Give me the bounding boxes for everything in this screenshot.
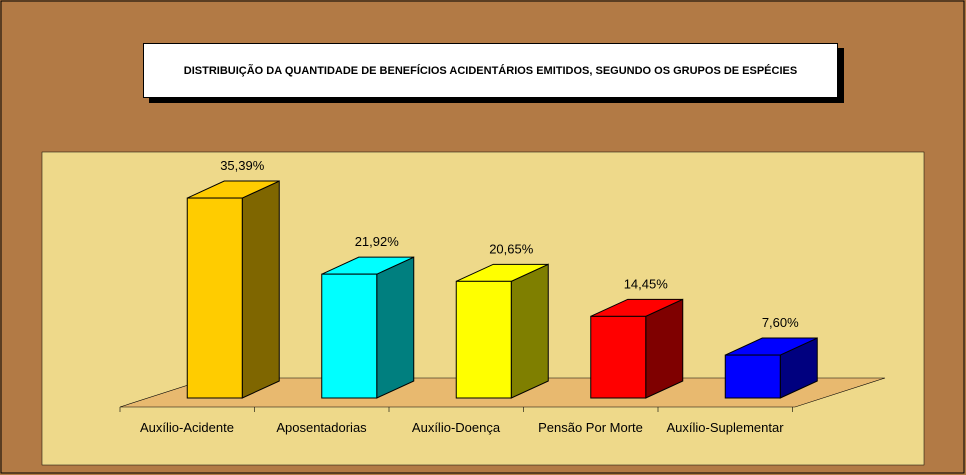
x-tick-label: Aposentadorias: [276, 420, 367, 435]
x-tick-label: Auxílio-Doença: [411, 420, 501, 435]
bar: [590, 315, 647, 399]
bar: [321, 273, 378, 399]
bar: [724, 354, 781, 399]
x-tick-label: Pensão Por Morte: [538, 420, 643, 435]
x-tick-label: Auxílio-Suplementar: [666, 420, 784, 435]
chart-title: DISTRIBUIÇÃO DA QUANTIDADE DE BENEFÍCIOS…: [143, 43, 838, 98]
data-label: 7,60%: [762, 315, 799, 330]
bar: [186, 197, 243, 399]
bar-side: [376, 256, 415, 399]
bar: [455, 280, 512, 399]
data-label: 35,39%: [220, 158, 265, 173]
data-label: 20,65%: [489, 241, 534, 256]
bar-side: [510, 263, 549, 399]
data-label: 21,92%: [355, 234, 400, 249]
data-label: 14,45%: [624, 276, 669, 291]
x-tick-label: Auxílio-Acidente: [140, 420, 234, 435]
bar-side: [241, 180, 280, 399]
